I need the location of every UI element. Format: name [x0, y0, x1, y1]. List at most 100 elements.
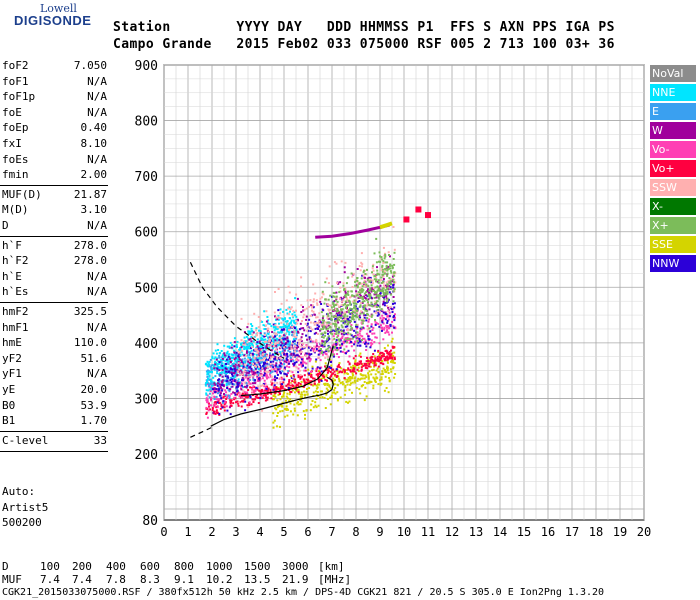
- data-point: [356, 323, 359, 326]
- data-point: [336, 343, 339, 346]
- x-tick-label: 0: [160, 525, 167, 539]
- data-point: [207, 385, 210, 388]
- data-point: [249, 344, 252, 347]
- data-point: [329, 304, 332, 307]
- data-point: [384, 261, 387, 264]
- data-point: [344, 386, 347, 389]
- data-point: [262, 353, 264, 356]
- data-point: [292, 413, 295, 416]
- data-point: [231, 374, 234, 377]
- data-point: [293, 321, 296, 324]
- data-point: [299, 377, 302, 380]
- data-point: [292, 309, 295, 312]
- data-point: [312, 377, 315, 380]
- data-point: [335, 312, 338, 315]
- data-point: [244, 360, 247, 363]
- data-point: [315, 349, 318, 352]
- data-point: [385, 301, 388, 304]
- data-point: [381, 258, 383, 261]
- data-point: [359, 291, 362, 294]
- data-point: [242, 386, 245, 389]
- data-point: [385, 293, 388, 296]
- data-point: [294, 297, 297, 300]
- data-point: [276, 318, 279, 321]
- data-point: [208, 374, 211, 377]
- data-point: [332, 322, 335, 325]
- data-point: [380, 376, 383, 379]
- data-point: [264, 334, 266, 336]
- data-point: [244, 400, 247, 403]
- data-point: [287, 325, 290, 327]
- param-value: N/A: [87, 320, 107, 334]
- data-point: [301, 396, 303, 399]
- data-point: [259, 350, 262, 353]
- data-point: [240, 387, 242, 390]
- data-point: [382, 275, 385, 278]
- data-point: [363, 399, 366, 402]
- data-point: [292, 362, 295, 365]
- data-point: [380, 308, 383, 311]
- data-point: [335, 344, 338, 347]
- data-point: [331, 333, 334, 336]
- data-point: [278, 331, 281, 334]
- footer-muf-value: 7.4: [40, 573, 60, 586]
- data-point: [345, 381, 348, 383]
- data-point: [315, 342, 318, 345]
- data-point: [387, 298, 390, 301]
- data-point: [314, 327, 317, 330]
- data-point: [272, 412, 275, 415]
- data-point: [271, 370, 274, 373]
- data-point: [236, 387, 239, 390]
- data-point: [385, 330, 388, 333]
- data-point: [229, 401, 232, 404]
- data-point: [288, 317, 291, 320]
- data-point: [307, 346, 310, 349]
- data-point: [255, 361, 258, 364]
- data-point: [272, 323, 275, 326]
- data-point: [263, 363, 265, 366]
- data-point: [279, 346, 282, 349]
- data-point: [316, 391, 319, 393]
- x-trace-blob: [425, 212, 431, 219]
- data-point: [365, 283, 368, 286]
- data-point: [300, 361, 303, 364]
- data-point: [281, 409, 284, 412]
- data-point: [262, 390, 265, 393]
- data-point: [228, 406, 231, 409]
- footer-muf-value: 10.2: [206, 573, 233, 586]
- data-point: [237, 402, 240, 405]
- data-point: [297, 401, 299, 404]
- data-point: [362, 298, 364, 300]
- data-point: [259, 359, 262, 362]
- data-point: [387, 267, 390, 270]
- data-point: [285, 365, 288, 368]
- data-point: [227, 371, 230, 373]
- data-point: [330, 364, 333, 367]
- data-point: [288, 379, 291, 382]
- data-point: [265, 375, 268, 378]
- data-point: [333, 292, 336, 294]
- data-point: [306, 357, 309, 360]
- data-point: [345, 339, 348, 342]
- data-point: [214, 383, 217, 386]
- data-point: [249, 382, 252, 385]
- data-point: [291, 315, 294, 318]
- data-point: [329, 403, 332, 406]
- data-point: [383, 347, 386, 350]
- data-point: [300, 380, 303, 383]
- data-point: [229, 365, 232, 367]
- data-point: [257, 354, 260, 357]
- param-value: N/A: [87, 105, 107, 119]
- data-point: [363, 279, 366, 282]
- data-point: [392, 366, 395, 369]
- data-point: [283, 360, 286, 363]
- data-point: [291, 343, 294, 346]
- param-value: 3.10: [80, 203, 108, 217]
- data-point: [257, 347, 260, 350]
- data-point: [347, 319, 350, 322]
- data-point: [274, 375, 277, 377]
- data-point: [214, 360, 217, 363]
- data-point: [278, 352, 281, 355]
- data-point: [387, 331, 390, 334]
- data-point: [375, 278, 378, 281]
